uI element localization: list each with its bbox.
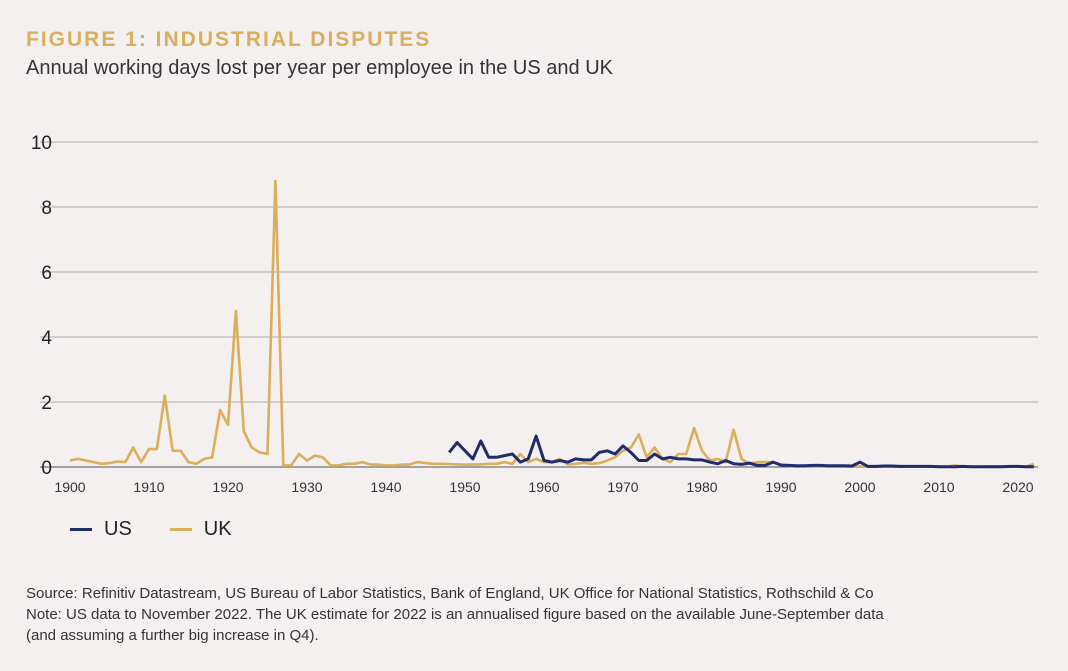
- y-tick-label: 0: [41, 458, 52, 479]
- y-tick-label: 10: [31, 133, 52, 154]
- x-tick-label: 2020: [1002, 479, 1033, 495]
- x-tick-label: 1930: [291, 479, 322, 495]
- legend-label-us: US: [104, 518, 132, 540]
- y-tick-label: 8: [41, 198, 52, 219]
- source-notes: Source: Refinitiv Datastream, US Bureau …: [26, 583, 884, 646]
- x-tick-label: 1950: [449, 479, 480, 495]
- legend-item-uk: UK: [169, 518, 232, 541]
- chart-subtitle: Annual working days lost per year per em…: [26, 57, 613, 79]
- x-tick-label: 1970: [607, 479, 638, 495]
- legend-item-us: US: [70, 518, 132, 541]
- note-line-cont: (and assuming a further big increase in …: [26, 627, 319, 644]
- x-tick-label: 1980: [686, 479, 717, 495]
- source-line: Source: Refinitiv Datastream, US Bureau …: [26, 585, 874, 602]
- series-line-us: [448, 434, 1034, 469]
- y-tick-label: 6: [41, 263, 52, 284]
- x-tick-label: 2000: [844, 479, 875, 495]
- y-tick-label: 2: [41, 393, 52, 414]
- x-tick-label: 1960: [528, 479, 559, 495]
- legend-swatch-us: [70, 528, 92, 531]
- note-line: Note: US data to November 2022. The UK e…: [26, 606, 884, 623]
- chart-title: FIGURE 1: INDUSTRIAL DISPUTES: [26, 28, 432, 51]
- y-tick-label: 4: [41, 328, 52, 349]
- x-tick-label: 1940: [370, 479, 401, 495]
- x-tick-label: 1910: [133, 479, 164, 495]
- series-line-uk: [69, 179, 1035, 469]
- x-tick-label: 2010: [923, 479, 954, 495]
- x-tick-label: 1920: [212, 479, 243, 495]
- legend-swatch-uk: [169, 528, 192, 531]
- x-tick-label: 1900: [54, 479, 85, 495]
- legend: US UK: [70, 518, 232, 541]
- x-tick-label: 1990: [765, 479, 796, 495]
- legend-label-uk: UK: [203, 518, 232, 540]
